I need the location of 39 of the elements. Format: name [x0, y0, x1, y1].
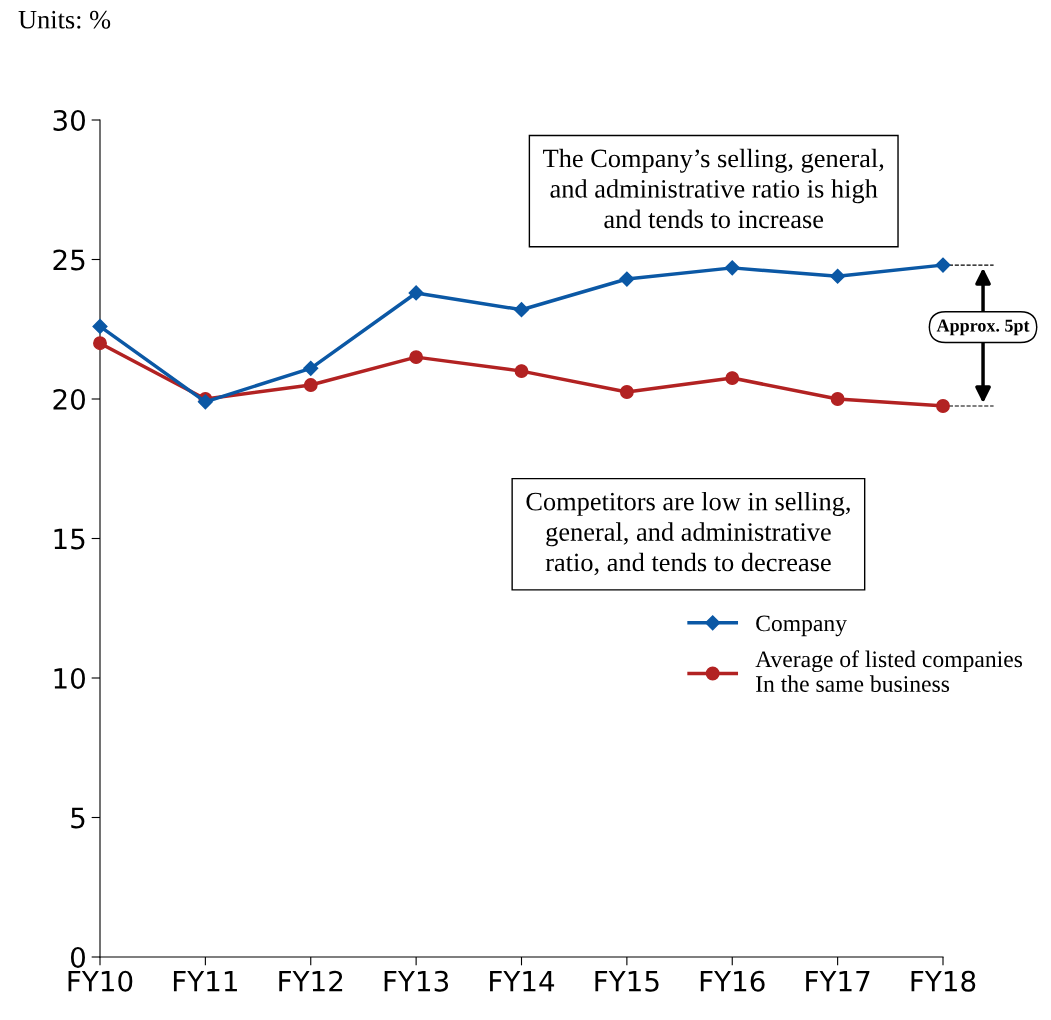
y-tick-label: 25	[53, 249, 85, 271]
y-tick-label: 10	[54, 667, 85, 689]
point	[408, 285, 424, 301]
point	[303, 378, 318, 392]
point	[619, 385, 634, 399]
point	[92, 318, 108, 335]
x-tick-label: FY17	[806, 971, 870, 992]
legend-label: Average of listed companies In the same business	[755, 650, 1023, 692]
point	[830, 392, 845, 406]
point	[724, 260, 740, 276]
point	[936, 399, 950, 413]
y-tick-label: 20	[53, 388, 85, 410]
x-tick-label: FY14	[490, 971, 555, 992]
annotation: The Company’s selling, general, and administrative ratio is high and tends to increase	[543, 148, 884, 229]
point	[513, 302, 530, 318]
y-tick-label: 0	[70, 946, 85, 968]
point	[303, 360, 319, 376]
point	[830, 268, 846, 284]
y-tick-label: 30	[53, 109, 85, 131]
x-tick-label: FY13	[384, 970, 449, 992]
x-tick-label: FY11	[173, 971, 237, 992]
legend-label: Company	[756, 615, 847, 637]
point	[514, 364, 529, 379]
point	[725, 371, 740, 386]
x-tick-label: FY12	[279, 970, 343, 992]
y-tick-label: 15	[54, 528, 85, 550]
annotation: Competitors are low in selling, general, and administrative ratio, and tends to decrease	[526, 491, 850, 576]
point	[619, 271, 635, 287]
point	[409, 350, 424, 365]
y-tick-label: 5	[71, 807, 85, 829]
point	[197, 394, 213, 410]
annotation: Approx. 5pt	[936, 319, 1030, 336]
x-tick-label: FY15	[595, 971, 659, 992]
point	[93, 336, 107, 351]
text: Units: %	[18, 10, 111, 29]
x-tick-label: FY16	[700, 970, 765, 992]
x-tick-label: FY10	[68, 970, 133, 992]
x-tick-label: FY18	[911, 970, 976, 992]
point	[935, 257, 951, 273]
